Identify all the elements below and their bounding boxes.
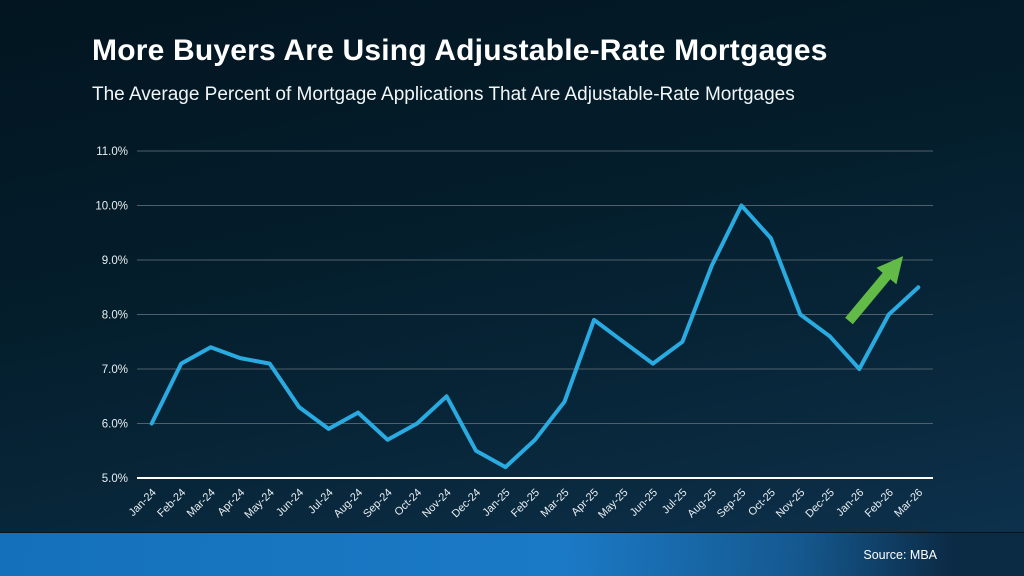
y-tick-label: 5.0% <box>102 473 128 485</box>
x-tick-label: Aug-25 <box>685 487 719 521</box>
x-tick-label: Feb-26 <box>863 487 896 520</box>
x-tick-label: Mar-26 <box>892 487 925 520</box>
x-tick-label: Oct-24 <box>392 487 424 519</box>
gridlines <box>137 150 933 424</box>
source-attribution: Source: MBA <box>863 547 937 562</box>
x-tick-label: Dec-24 <box>450 487 484 521</box>
x-tick-label: Mar-24 <box>185 487 218 520</box>
x-tick-label: Nov-25 <box>774 487 808 521</box>
x-tick-label: Jun-25 <box>628 487 660 519</box>
x-tick-label: Oct-25 <box>746 487 778 519</box>
x-tick-label: Feb-24 <box>155 487 188 520</box>
chart-title: More Buyers Are Using Adjustable-Rate Mo… <box>92 34 828 67</box>
data-line-arm-percent <box>149 203 921 470</box>
x-tick-label: Feb-25 <box>509 487 542 520</box>
y-tick-label: 6.0% <box>102 419 128 431</box>
x-tick-label: Jun-24 <box>274 487 306 519</box>
y-tick-label: 9.0% <box>102 255 128 267</box>
footer-bar: Source: MBA <box>0 532 1024 576</box>
y-tick-label: 10.0% <box>95 201 128 213</box>
x-tick-label: May-25 <box>596 487 630 521</box>
y-tick-label: 7.0% <box>102 364 128 376</box>
x-tick-label: Dec-25 <box>803 487 837 521</box>
x-tick-label: Jan-24 <box>127 487 159 519</box>
x-tick-label: Mar-25 <box>538 487 571 520</box>
x-tick-label: May-24 <box>242 487 276 521</box>
x-tick-label: Jan-26 <box>834 487 866 519</box>
x-tick-label: Sep-25 <box>715 487 749 521</box>
y-tick-label: 11.0% <box>96 146 128 158</box>
x-tick-label: Aug-24 <box>332 487 366 521</box>
x-tick-label: Sep-24 <box>361 487 395 521</box>
trend-arrow-icon <box>845 256 904 325</box>
chart-subtitle: The Average Percent of Mortgage Applicat… <box>92 84 795 105</box>
y-tick-label: 8.0% <box>102 310 128 322</box>
x-tick-label: Nov-24 <box>420 487 454 521</box>
y-axis-labels: 11.0% 10.0% 9.0% 8.0% 7.0% 6.0% 5.0% <box>95 146 128 485</box>
x-tick-label: Jan-25 <box>480 487 512 519</box>
